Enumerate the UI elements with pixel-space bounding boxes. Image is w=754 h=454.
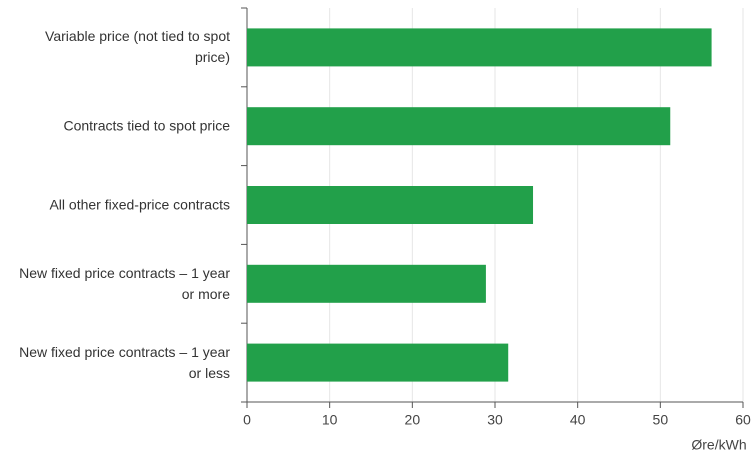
x-tick-label: 0 <box>243 412 251 428</box>
x-tick-label: 30 <box>487 412 503 428</box>
y-tick-label: New fixed price contracts – 1 year or le… <box>19 343 230 381</box>
x-axis-label: Øre/kWh <box>691 437 746 453</box>
x-tick-label: 50 <box>653 412 669 428</box>
y-tick-label: New fixed price contracts – 1 year or mo… <box>19 264 230 302</box>
x-tick-label: 10 <box>322 412 338 428</box>
x-tick-label: 20 <box>405 412 421 428</box>
y-tick-label: Variable price (not tied to spot price) <box>45 28 230 66</box>
bar <box>247 28 712 67</box>
x-tick-label: 40 <box>570 412 586 428</box>
bar <box>247 343 509 382</box>
bar <box>247 264 486 303</box>
bar <box>247 186 534 224</box>
y-tick-label: All other fixed-price contracts <box>49 196 230 213</box>
bar <box>247 107 671 146</box>
y-tick-label: Contracts tied to spot price <box>63 117 230 134</box>
x-tick-label: 60 <box>735 412 751 428</box>
